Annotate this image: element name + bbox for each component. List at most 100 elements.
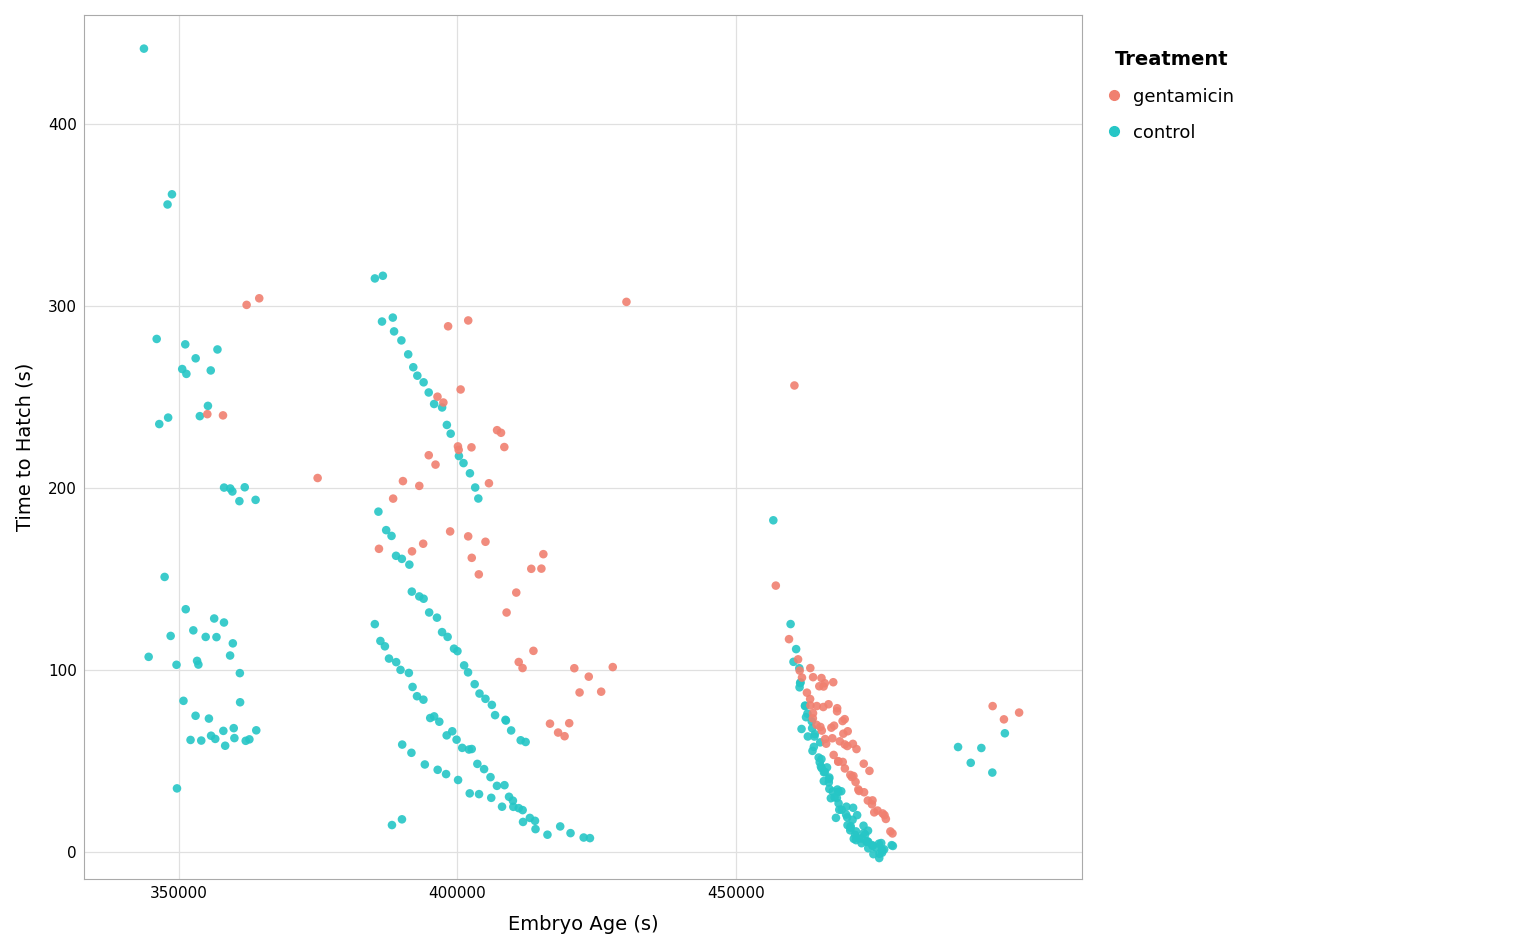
control xyxy=(412,591,436,606)
control xyxy=(174,366,198,381)
control xyxy=(183,708,207,723)
control xyxy=(836,817,860,832)
control xyxy=(212,615,237,630)
control xyxy=(218,481,243,496)
gentamicin xyxy=(473,534,498,549)
control xyxy=(462,480,487,495)
control xyxy=(227,665,252,680)
control xyxy=(856,841,880,856)
control xyxy=(794,710,819,725)
control xyxy=(379,817,404,832)
gentamicin xyxy=(459,550,484,566)
control xyxy=(396,665,421,680)
control xyxy=(799,714,823,729)
control xyxy=(851,818,876,833)
control xyxy=(198,728,223,743)
gentamicin xyxy=(235,297,260,312)
control xyxy=(467,787,492,802)
gentamicin xyxy=(874,811,899,827)
gentamicin xyxy=(813,676,837,691)
control xyxy=(840,812,865,828)
gentamicin xyxy=(880,826,905,841)
control xyxy=(174,602,198,617)
control xyxy=(422,397,447,412)
gentamicin xyxy=(449,381,473,397)
control xyxy=(458,786,482,801)
control xyxy=(206,342,230,357)
Y-axis label: Time to Hatch (s): Time to Hatch (s) xyxy=(15,363,34,531)
control xyxy=(170,693,195,708)
control xyxy=(868,847,892,862)
control xyxy=(817,781,842,796)
control xyxy=(760,512,785,528)
control xyxy=(462,677,487,692)
control xyxy=(399,584,424,599)
control xyxy=(444,732,468,747)
control xyxy=(427,715,452,730)
gentamicin xyxy=(808,719,833,735)
control xyxy=(793,698,817,714)
control xyxy=(435,418,459,433)
control xyxy=(418,711,442,726)
gentamicin xyxy=(805,717,829,733)
control xyxy=(430,624,455,640)
control xyxy=(820,784,845,799)
control xyxy=(381,310,406,326)
control xyxy=(834,807,859,822)
gentamicin xyxy=(800,670,825,685)
gentamicin xyxy=(456,529,481,544)
gentamicin xyxy=(820,731,845,746)
control xyxy=(456,664,481,679)
control xyxy=(880,838,905,853)
control xyxy=(244,723,269,738)
gentamicin xyxy=(862,805,886,820)
control xyxy=(786,661,811,676)
control xyxy=(558,826,582,841)
gentamicin xyxy=(210,408,235,423)
control xyxy=(856,834,880,849)
gentamicin xyxy=(856,793,880,809)
gentamicin xyxy=(799,661,823,676)
control xyxy=(181,623,206,638)
gentamicin xyxy=(811,679,836,694)
control xyxy=(404,689,429,704)
control xyxy=(809,760,834,775)
control xyxy=(490,799,515,814)
gentamicin xyxy=(846,783,871,798)
gentamicin xyxy=(432,395,456,410)
control xyxy=(197,711,221,726)
control xyxy=(473,691,498,706)
gentamicin xyxy=(831,754,856,770)
control xyxy=(452,456,476,471)
control xyxy=(430,400,455,415)
gentamicin xyxy=(538,716,562,732)
control xyxy=(384,655,409,670)
gentamicin xyxy=(811,699,836,715)
gentamicin xyxy=(833,736,857,752)
control xyxy=(435,728,459,743)
gentamicin xyxy=(871,806,895,821)
control xyxy=(796,729,820,744)
gentamicin xyxy=(814,736,839,752)
control xyxy=(390,737,415,753)
control xyxy=(880,838,905,853)
control xyxy=(186,657,210,672)
control xyxy=(237,732,261,747)
control xyxy=(187,409,212,424)
control xyxy=(843,832,868,847)
gentamicin xyxy=(456,313,481,328)
gentamicin xyxy=(794,685,819,700)
control xyxy=(846,830,871,846)
gentamicin xyxy=(831,714,856,729)
control xyxy=(479,791,504,806)
gentamicin xyxy=(562,661,587,676)
gentamicin xyxy=(865,803,889,818)
control xyxy=(439,724,464,739)
control xyxy=(782,654,806,669)
gentamicin xyxy=(813,732,837,747)
control xyxy=(456,742,481,757)
control xyxy=(198,363,223,378)
control xyxy=(992,726,1017,741)
control xyxy=(849,831,874,847)
gentamicin xyxy=(860,797,885,812)
